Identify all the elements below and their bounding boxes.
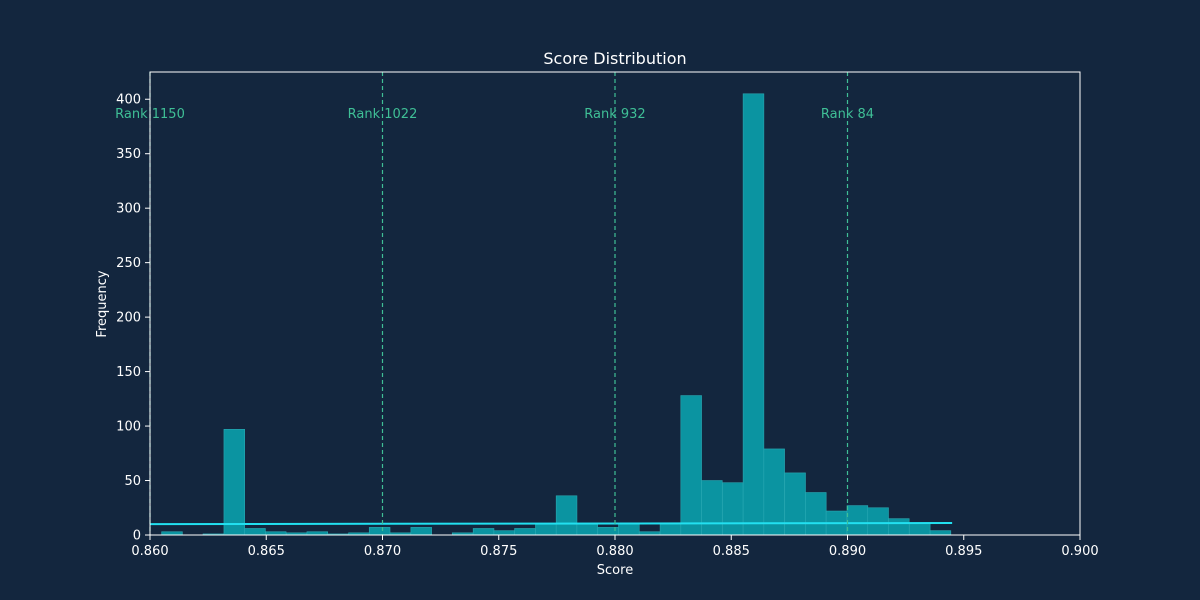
y-tick-label: 100 — [116, 420, 141, 435]
y-tick-label: 0 — [133, 529, 141, 544]
x-tick-label: 0.895 — [945, 544, 982, 559]
histogram-bar — [659, 523, 682, 536]
trend-line — [149, 522, 953, 526]
histogram-bar — [701, 480, 723, 536]
histogram-bar — [722, 482, 744, 536]
histogram-bar — [867, 507, 889, 536]
x-axis-label: Score — [597, 563, 633, 578]
histogram-bar — [742, 93, 765, 536]
histogram-bar — [763, 448, 785, 536]
histogram-bar — [368, 527, 391, 536]
histogram-bar — [846, 505, 869, 536]
y-tick-label: 200 — [116, 311, 141, 326]
x-tick-label: 0.885 — [713, 544, 750, 559]
histogram-bar — [410, 527, 432, 536]
x-tick-label: 0.860 — [131, 544, 168, 559]
rank-marker-label: Rank 84 — [821, 107, 874, 122]
histogram-bar — [493, 530, 515, 536]
histogram-bar — [223, 429, 245, 536]
histogram-bar — [909, 522, 931, 536]
histogram-bar — [680, 395, 702, 536]
plot-area: Rank 1150 Rank 1022 Rank 932 Rank 840.860 0.… — [115, 71, 1099, 559]
chart-title: Score Distribution — [543, 49, 686, 68]
x-tick-label: 0.870 — [364, 544, 401, 559]
y-tick-label: 150 — [116, 365, 141, 380]
histogram-bar — [514, 528, 536, 536]
y-tick-label: 300 — [116, 202, 141, 217]
x-tick-label: 0.890 — [829, 544, 866, 559]
histogram-bar — [929, 530, 952, 536]
y-tick-label: 400 — [116, 93, 141, 108]
histogram-bar — [244, 528, 266, 536]
x-tick-label: 0.875 — [480, 544, 517, 559]
rank-marker-label: Rank 1022 — [348, 107, 418, 122]
histogram-bar — [535, 523, 557, 536]
histogram-bar — [555, 495, 578, 536]
histogram-bar — [805, 492, 827, 536]
x-tick-label: 0.900 — [1061, 544, 1098, 559]
y-tick-label: 50 — [124, 474, 141, 489]
histogram-bar — [888, 518, 910, 536]
rank-marker-label: Rank 932 — [584, 107, 645, 122]
y-axis-label: Frequency — [95, 270, 110, 337]
x-tick-label: 0.865 — [248, 544, 285, 559]
histogram-bar — [576, 523, 598, 536]
histogram-bar — [472, 528, 495, 536]
histogram-bar — [618, 523, 640, 536]
y-tick-label: 350 — [116, 147, 141, 162]
x-tick-label: 0.880 — [596, 544, 633, 559]
y-tick-label: 250 — [116, 256, 141, 271]
histogram-bar — [784, 472, 806, 536]
